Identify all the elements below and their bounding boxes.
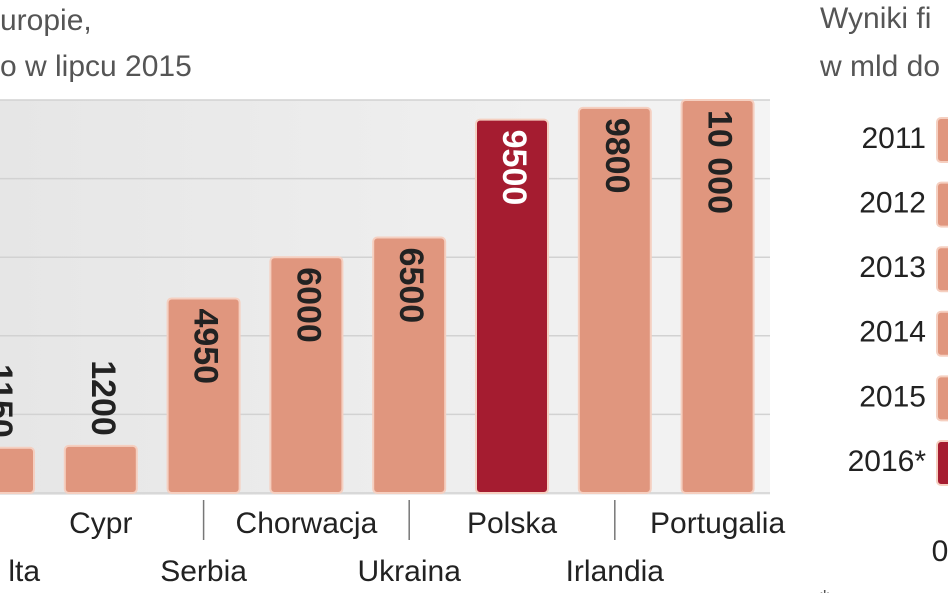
chart-title: Wyniki fi [820,2,931,35]
value-label: 6500 [392,248,430,324]
x-tick-label: lta [8,555,40,588]
y-tick-label: 2012 [859,187,926,220]
bar [166,297,241,494]
x-tick-label: Polska [467,507,557,540]
value-label: 10 000 [701,110,739,214]
x-tick-label: Ukraina [358,555,462,588]
bar-stub [936,117,948,163]
bar [372,236,447,494]
bar-stub [936,246,948,293]
y-tick-label: 2014 [859,316,926,349]
bar [577,106,652,495]
x-tick-label: Chorwacja [236,507,378,540]
x-tick-label: Cypr [69,507,132,540]
bar-stub [936,440,948,486]
value-label: 6000 [289,267,327,343]
x-tick-label: Irlandia [566,555,665,588]
chart-title: uropie, [0,4,92,37]
chart-title: w mld do [819,50,940,83]
x-tick-label: Serbia [160,555,247,588]
bar [63,444,138,494]
bar-stub [936,310,948,357]
value-label: 1200 [84,360,122,436]
chart-title: o w lipcu 2015 [0,50,192,83]
value-label: 1150 [0,364,19,438]
x-tick-label: 0 [932,535,948,568]
bar [680,99,755,494]
bar [0,446,35,494]
bar [269,256,344,495]
value-label: 9500 [495,130,533,206]
y-tick-label: 2016* [848,445,927,478]
y-tick-label: 2011 [861,122,926,155]
value-label: 4950 [187,308,225,384]
bar [475,118,549,495]
bar-stub [936,181,948,228]
bar-stub [936,375,948,422]
value-label: 9800 [598,118,636,194]
y-tick-label: 2015 [859,380,926,413]
footnote: * prognoza [820,585,937,593]
y-tick-label: 2013 [859,251,926,284]
x-tick-label: Portugalia [650,507,785,540]
